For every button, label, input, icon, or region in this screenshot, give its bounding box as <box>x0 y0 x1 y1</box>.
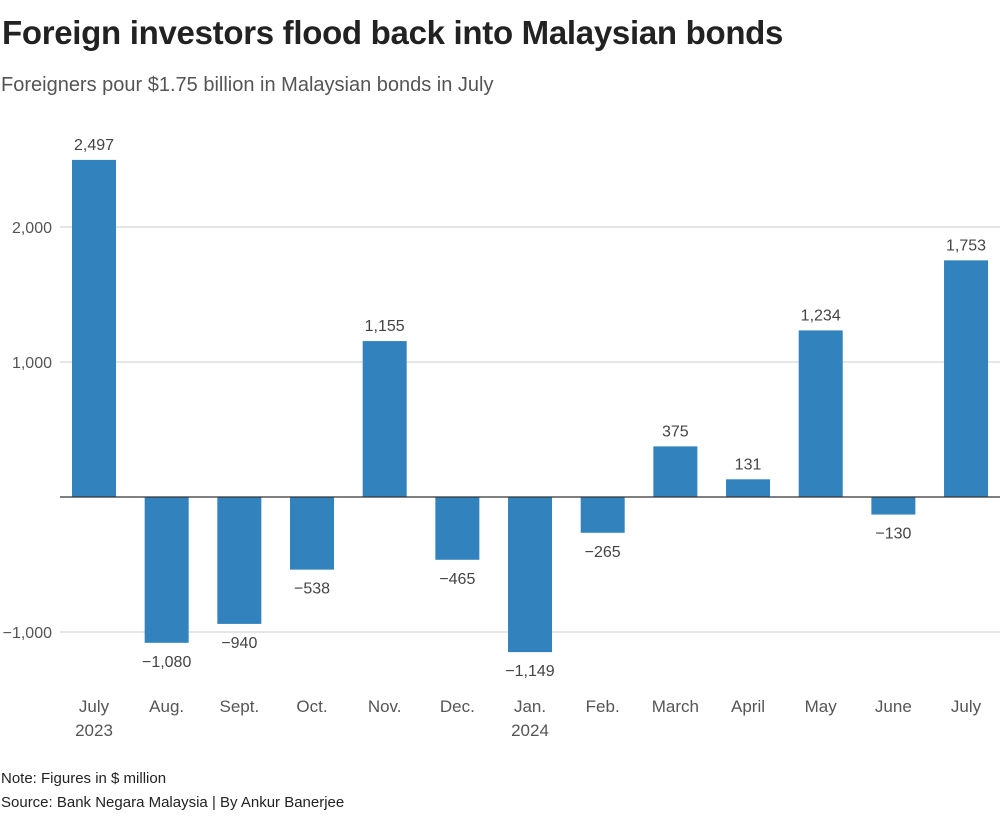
data-label: 1,155 <box>365 318 405 335</box>
x-tick-label: Dec. <box>440 697 475 716</box>
bar <box>798 330 843 497</box>
y-tick-label: 2,000 <box>12 220 52 237</box>
bar <box>944 260 989 497</box>
x-tick-label: 2024 <box>511 721 549 740</box>
data-label: −130 <box>875 526 911 543</box>
chart-note: Note: Figures in $ million <box>1 770 167 787</box>
y-tick-label: −1,000 <box>3 625 52 642</box>
bar <box>217 497 262 624</box>
x-tick-label: April <box>731 697 765 716</box>
x-tick-label: Sept. <box>219 697 259 716</box>
bar <box>580 497 625 533</box>
bar <box>362 341 407 497</box>
data-label: −465 <box>439 571 475 588</box>
x-tick-label: Aug. <box>149 697 184 716</box>
x-tick-label: May <box>805 697 838 716</box>
data-label: 2,497 <box>74 137 114 154</box>
data-label: 1,753 <box>946 237 986 254</box>
data-label: −265 <box>585 544 621 561</box>
data-label: −1,149 <box>505 663 554 680</box>
data-label: 1,234 <box>801 307 841 324</box>
data-label: 375 <box>662 423 689 440</box>
data-label: −538 <box>294 581 330 598</box>
x-tick-label: Jan. <box>514 697 546 716</box>
chart-title: Foreign investors flood back into Malays… <box>2 14 784 51</box>
x-tick-label: July <box>951 697 982 716</box>
x-tick-label: July <box>79 697 110 716</box>
bar <box>871 497 916 515</box>
chart-source: Source: Bank Negara Malaysia | By Ankur … <box>1 794 345 811</box>
x-tick-label: March <box>652 697 699 716</box>
x-tick-label: June <box>875 697 912 716</box>
x-tick-label: Oct. <box>296 697 327 716</box>
data-label: −1,080 <box>142 654 191 671</box>
bar <box>144 497 189 643</box>
bar <box>726 479 771 497</box>
bar <box>72 159 116 497</box>
x-tick-label: Feb. <box>586 697 620 716</box>
x-tick-label: Nov. <box>368 697 402 716</box>
bar <box>508 497 553 653</box>
bar <box>290 497 335 570</box>
data-label: 131 <box>735 456 762 473</box>
bar <box>435 497 480 560</box>
data-label: −940 <box>221 635 257 652</box>
bar <box>653 446 698 497</box>
y-tick-label: 1,000 <box>12 355 52 372</box>
chart-subtitle: Foreigners pour $1.75 billion in Malaysi… <box>1 74 494 96</box>
x-tick-label: 2023 <box>75 721 113 740</box>
